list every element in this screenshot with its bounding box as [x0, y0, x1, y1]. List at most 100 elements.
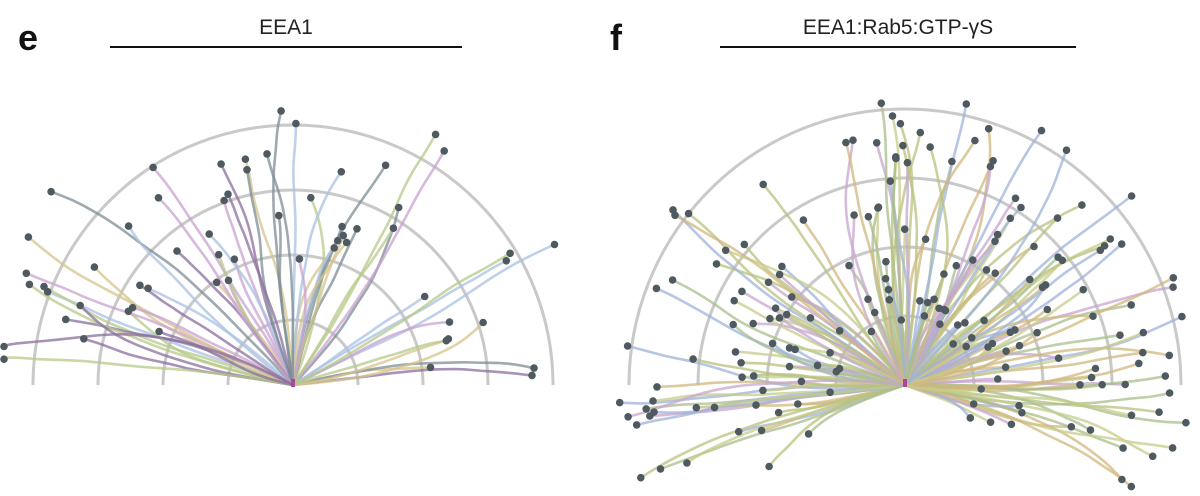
trajectory-endpoint [1118, 475, 1126, 484]
trajectory-endpoint [813, 361, 822, 370]
title-underline [110, 46, 462, 48]
trajectory-endpoint [849, 136, 857, 144]
trajectory-line [903, 285, 1175, 387]
trajectory-endpoint [984, 343, 992, 351]
trajectory-line [761, 183, 907, 387]
trajectory-line [291, 339, 448, 387]
trajectory-endpoint [1054, 354, 1063, 363]
trajectory-endpoint [738, 287, 746, 296]
trajectory-endpoint [530, 364, 538, 372]
trajectory-endpoint [1006, 214, 1015, 223]
trajectory-endpoint [1127, 482, 1136, 491]
origin-marker [903, 379, 907, 387]
trajectory-endpoint [155, 327, 163, 336]
trajectory-endpoint [752, 401, 760, 409]
trajectory-endpoint [292, 119, 300, 128]
trajectory-line [127, 224, 295, 387]
trajectory-endpoint [774, 408, 783, 417]
trajectory-endpoint [506, 249, 514, 258]
trajectory-line [903, 288, 1085, 387]
trajectory-line [2, 333, 295, 387]
trajectory-line [138, 284, 295, 387]
trajectory-endpoint [826, 349, 834, 357]
trajectory-endpoint [1106, 235, 1115, 243]
trajectory-endpoint [768, 339, 777, 348]
trajectory-endpoint [903, 158, 912, 167]
trajectory-endpoint [885, 296, 894, 304]
trajectory-endpoint [1053, 214, 1062, 222]
trajectory-endpoint [220, 196, 228, 205]
trajectory-endpoint [737, 359, 745, 367]
trajectory-line [265, 152, 295, 387]
trajectory-line [807, 383, 907, 436]
trajectory-line [903, 249, 1102, 387]
trajectory-endpoint [205, 230, 213, 238]
trajectory-endpoint [124, 222, 133, 230]
trajectory-endpoint [1011, 194, 1020, 203]
trajectory-endpoint [420, 292, 429, 301]
trajectory-endpoint [872, 139, 881, 147]
trajectory-endpoint [1033, 328, 1041, 337]
trajectory-line [671, 278, 907, 387]
trajectory-endpoint [632, 421, 641, 429]
trajectory-line [903, 367, 1097, 390]
trajectory-endpoint [0, 355, 8, 364]
trajectory-endpoint [968, 334, 976, 342]
trajectory-endpoint [864, 295, 872, 304]
trajectories [618, 101, 1188, 488]
trajectory-line [844, 141, 907, 387]
trajectory-endpoint [1096, 246, 1105, 255]
trajectory-line [291, 196, 326, 387]
trajectory-endpoint [394, 203, 403, 212]
trajectory-line [851, 213, 907, 387]
trajectory-endpoint [1026, 275, 1034, 284]
trajectory-endpoint [1098, 380, 1106, 389]
trajectory-endpoint [333, 236, 342, 245]
trajectory-endpoint [936, 320, 944, 329]
trajectory-line [291, 252, 512, 387]
trajectory-endpoint [1116, 331, 1124, 340]
trajectory-endpoint [850, 211, 858, 219]
trajectory-endpoint [637, 473, 645, 482]
trajectory-endpoint [342, 238, 351, 247]
trajectory-endpoint [962, 100, 971, 108]
trajectory-endpoint [835, 364, 844, 373]
trajectory-endpoint [0, 342, 8, 351]
trajectory-endpoint [431, 130, 440, 139]
trajectory-endpoint [926, 143, 934, 151]
trajectory-endpoint [921, 235, 930, 243]
trajectory-line [903, 383, 1133, 417]
trajectory-endpoint [799, 216, 808, 224]
trajectory-endpoint [771, 304, 780, 313]
trajectory-line [626, 379, 907, 419]
trajectory-line [291, 257, 307, 387]
trajectory-line [903, 346, 1171, 387]
trajectory-endpoint [671, 211, 679, 220]
trajectory-endpoint [1018, 408, 1026, 417]
trajectory-endpoint [1079, 285, 1087, 294]
trajectory-endpoint [307, 193, 315, 202]
trajectory-line [291, 206, 400, 387]
trajectory-endpoint [782, 310, 791, 319]
origin-marker [291, 379, 295, 387]
trajectory-endpoint [980, 316, 988, 325]
trajectory-line [774, 306, 907, 387]
trajectory-endpoint [749, 372, 758, 380]
trajectory-endpoint [90, 263, 99, 271]
trajectory-endpoint [684, 209, 693, 218]
trajectory-endpoint [295, 255, 304, 263]
trajectory-endpoint [47, 187, 55, 196]
trajectory-endpoint [1058, 256, 1067, 265]
trajectory-endpoint [652, 284, 661, 293]
trajectory-endpoint [966, 414, 975, 422]
trajectory-endpoint [214, 250, 223, 259]
trajectory-endpoint [864, 212, 873, 221]
trajectory-endpoint [877, 99, 886, 107]
panel-f: f EEA1:Rab5:GTP-γS [600, 0, 1200, 496]
trajectory-endpoint [173, 247, 181, 255]
trajectory-endpoint [683, 459, 691, 467]
trajectory-endpoint [275, 211, 283, 220]
trajectory-endpoint [1161, 372, 1170, 380]
trajectory-endpoint [867, 327, 876, 336]
trajectory-endpoint [949, 340, 957, 348]
